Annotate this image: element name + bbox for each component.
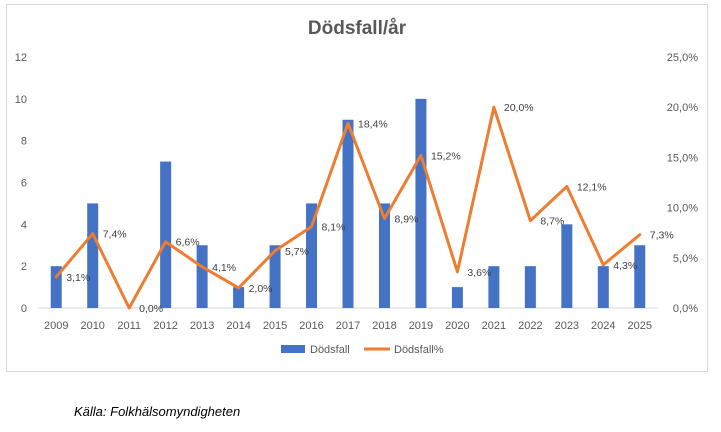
x-tick-label: 2019 — [409, 320, 433, 332]
data-label: 2,0% — [249, 283, 273, 295]
bar — [488, 266, 500, 308]
chart-frame — [6, 4, 708, 372]
bar — [306, 203, 318, 308]
y2-tick-label: 20,0% — [667, 102, 698, 114]
x-tick-label: 2012 — [153, 320, 177, 332]
data-label: 4,3% — [613, 260, 637, 272]
data-label: 7,4% — [103, 229, 127, 241]
bar — [50, 266, 62, 308]
y2-tick-label: 25,0% — [667, 52, 698, 64]
chart-title: Dödsfall/år — [308, 18, 407, 39]
x-tick-label: 2011 — [117, 320, 141, 332]
bar — [524, 266, 536, 308]
y-tick-label: 0 — [21, 303, 27, 315]
data-label: 12,1% — [577, 182, 607, 194]
x-tick-label: 2010 — [80, 320, 104, 332]
y2-tick-label: 0,0% — [673, 303, 698, 315]
bar — [561, 224, 573, 308]
data-label: 18,4% — [358, 118, 388, 130]
legend-label-bars: Dödsfall — [310, 344, 350, 356]
bar-series — [50, 98, 646, 308]
y-tick-label: 8 — [21, 136, 27, 148]
y-tick-label: 2 — [21, 261, 27, 273]
bar — [378, 203, 390, 308]
source-note: Källa: Folkhälsomyndigheten — [74, 404, 241, 419]
data-label: 15,2% — [431, 150, 461, 162]
x-tick-label: 2018 — [372, 320, 396, 332]
x-tick-label: 2014 — [226, 320, 250, 332]
data-label: 4,1% — [212, 262, 236, 274]
data-labels: 3,1% 7,4% 0,0% 6,6% 4,1% 2,0% 5,7% 8,1% 18,4% 8,9… — [66, 102, 673, 315]
y2-tick-label: 15,0% — [667, 152, 698, 164]
x-tick-label: 2017 — [336, 320, 360, 332]
x-tick-label: 2025 — [628, 320, 652, 332]
bar — [196, 245, 208, 308]
bar — [160, 161, 172, 308]
data-label: 7,3% — [650, 230, 674, 242]
y-tick-label: 6 — [21, 178, 27, 190]
data-label: 5,7% — [285, 246, 309, 258]
y-tick-label: 12 — [15, 52, 27, 64]
line-path — [54, 105, 642, 310]
y-tick-label: 4 — [21, 219, 27, 231]
x-tick-label: 2023 — [555, 320, 579, 332]
data-label: 0,0% — [139, 303, 163, 315]
legend-label-line: Dödsfall% — [394, 344, 444, 356]
x-tick-label: 2022 — [518, 320, 542, 332]
bar — [87, 203, 99, 308]
bar — [269, 245, 281, 308]
bar — [342, 119, 354, 308]
line-series — [54, 105, 642, 310]
x-tick-label: 2015 — [263, 320, 287, 332]
legend: Dödsfall Dödsfall% — [281, 344, 444, 356]
bar — [415, 98, 427, 308]
x-tick-label: 2021 — [482, 320, 506, 332]
bar — [451, 287, 463, 308]
y2-tick-label: 10,0% — [667, 203, 698, 215]
data-label: 6,6% — [176, 237, 200, 249]
x-tick-label: 2024 — [591, 320, 615, 332]
x-tick-label: 2013 — [190, 320, 214, 332]
y2-tick-label: 5,0% — [673, 253, 698, 265]
data-label: 3,6% — [467, 267, 491, 279]
data-label: 8,9% — [394, 214, 418, 226]
data-label: 8,1% — [322, 222, 346, 234]
axes: 0 2 4 6 8 10 12 0,0% 5,0% 10,0% 15,0% 20,0% 25,0% 200… — [15, 52, 698, 332]
data-label: 3,1% — [66, 272, 90, 284]
y-tick-label: 10 — [15, 94, 27, 106]
x-tick-label: 2020 — [445, 320, 469, 332]
bar — [597, 266, 609, 308]
bar — [634, 245, 646, 308]
legend-swatch-bars — [281, 345, 305, 353]
x-tick-label: 2016 — [299, 320, 323, 332]
x-tick-label: 2009 — [44, 320, 68, 332]
bar — [233, 287, 245, 308]
data-label: 20,0% — [504, 102, 534, 114]
data-label: 8,7% — [540, 216, 564, 228]
